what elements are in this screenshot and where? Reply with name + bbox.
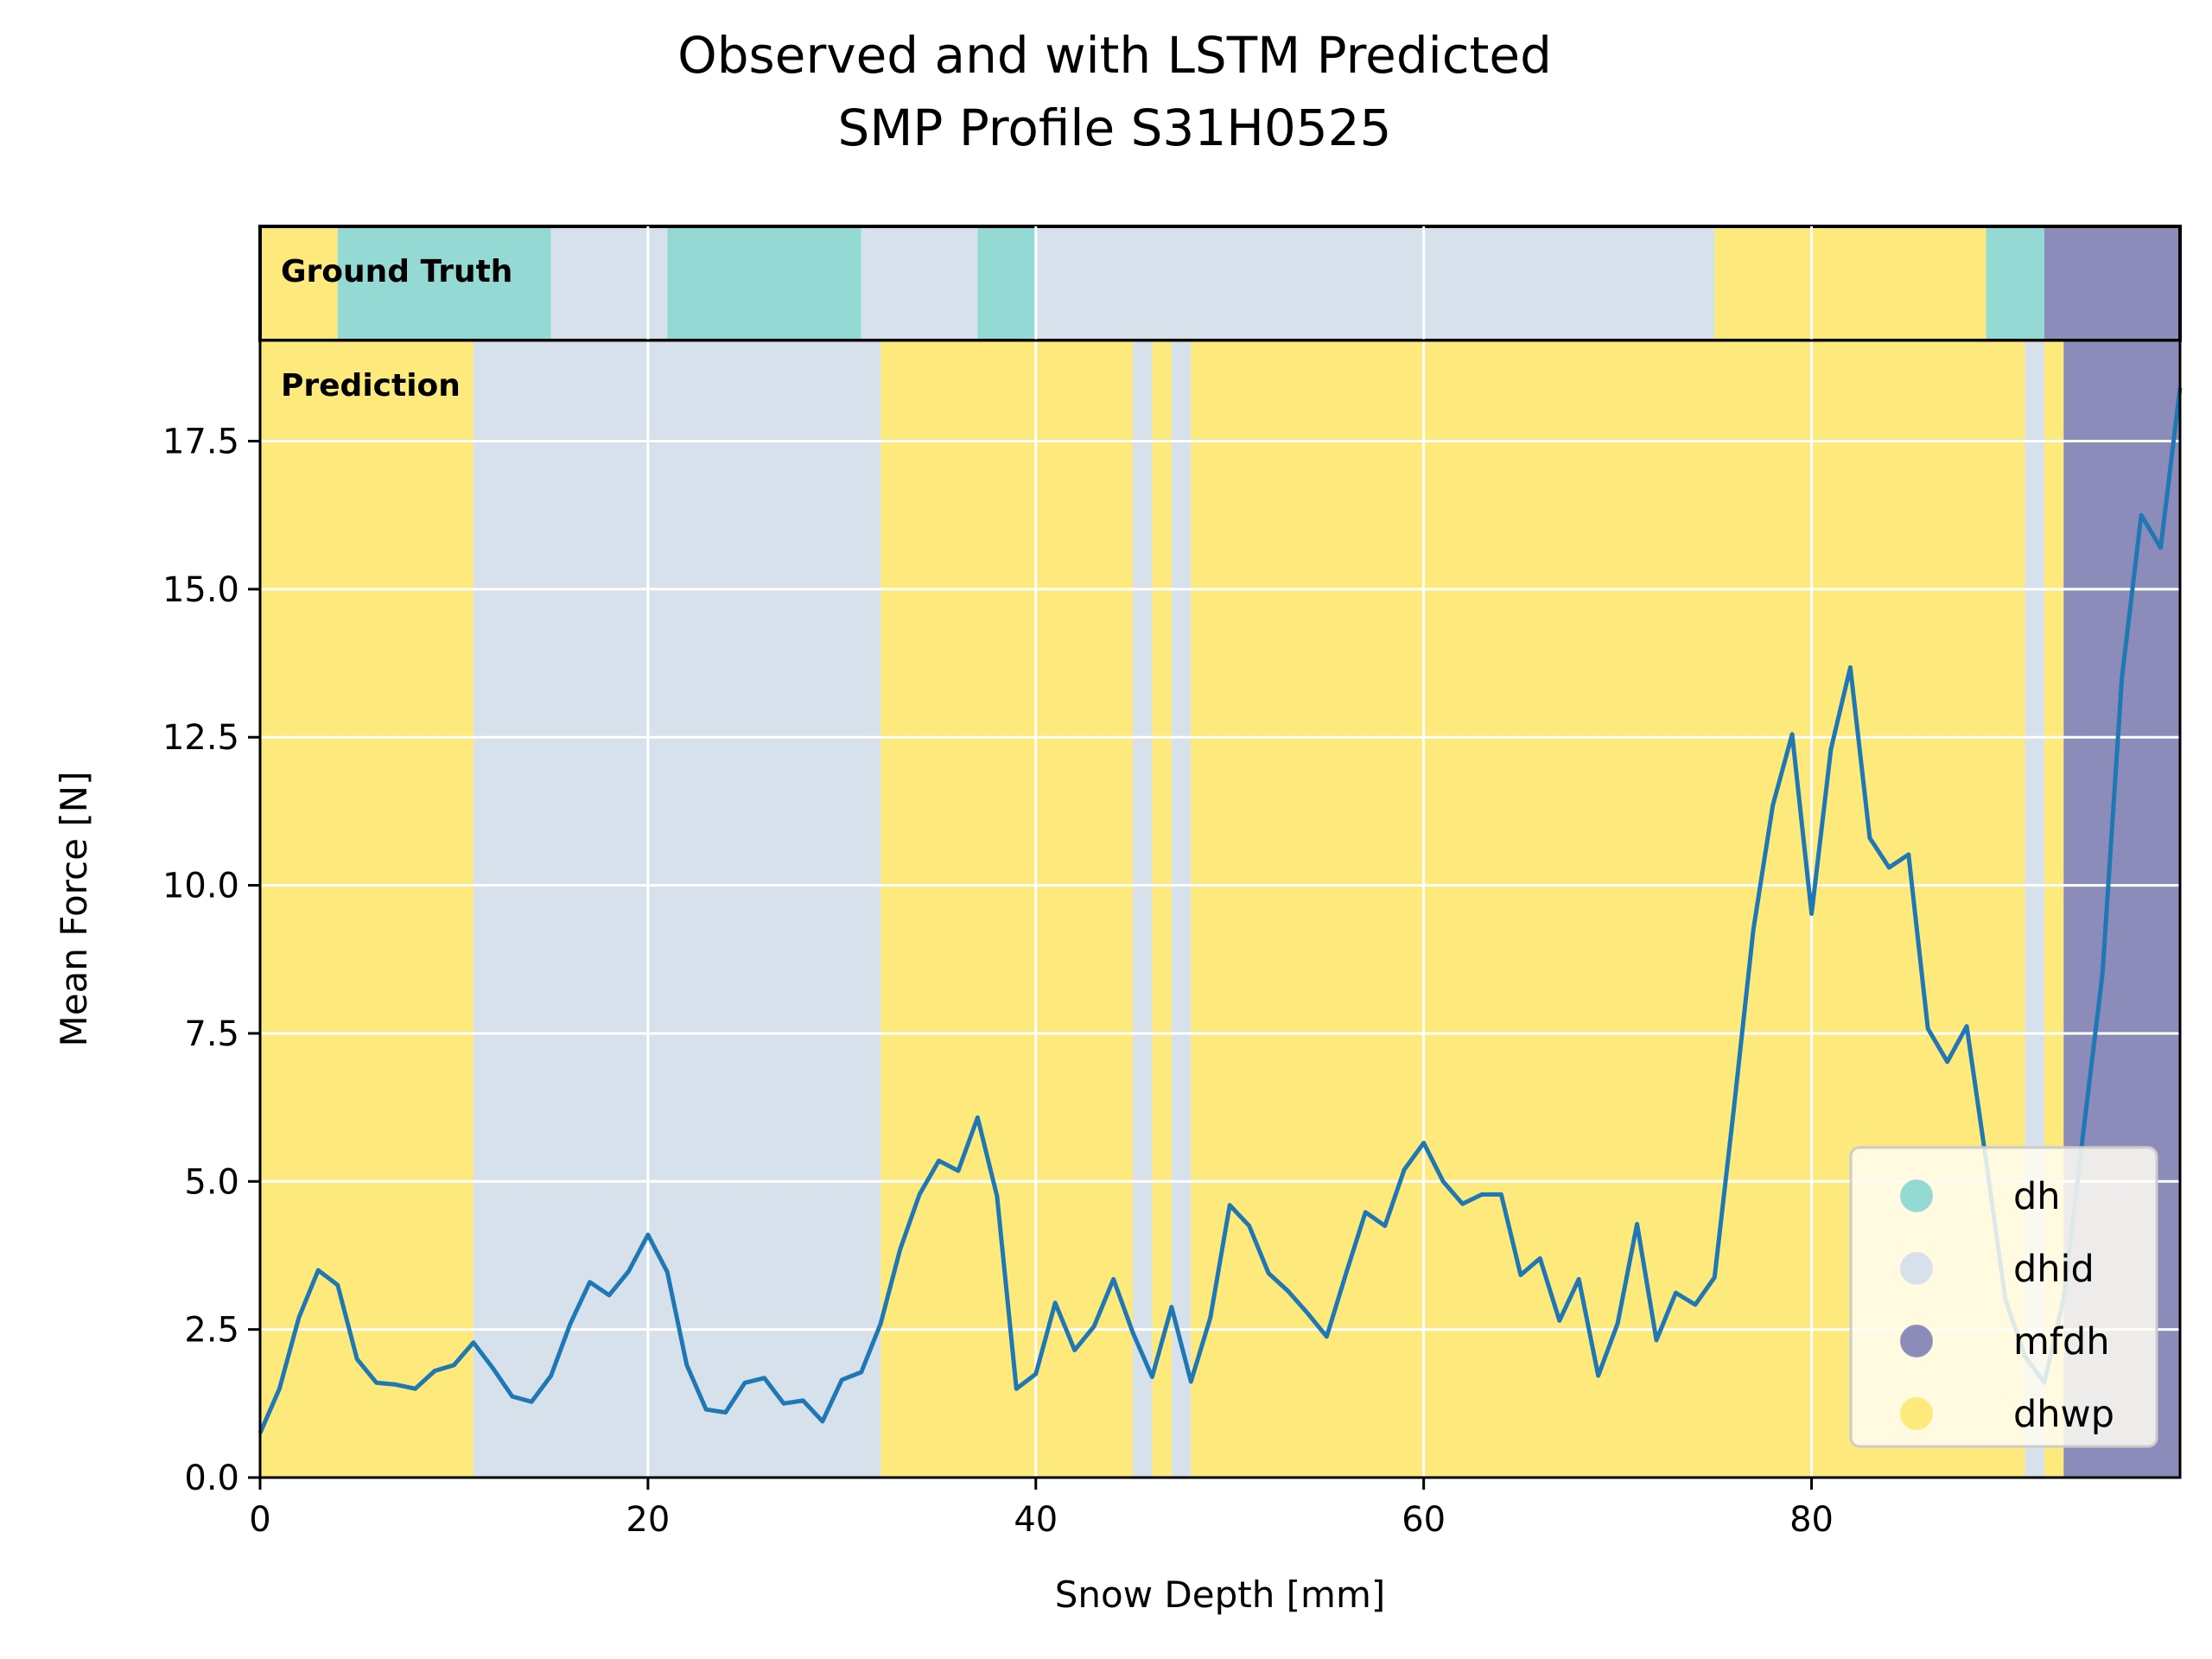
legend-label-dh: dh [2013, 1175, 2061, 1218]
chart-subtitle: SMP Profile S31H0525 [838, 99, 1392, 157]
ground-truth-segment-dhid [1035, 226, 1715, 340]
x-tick-label: 60 [1402, 1500, 1446, 1540]
legend-marker-dhwp [1900, 1397, 1933, 1430]
y-tick-label: 17.5 [162, 423, 239, 462]
y-axis-label: Mean Force [N] [53, 772, 95, 1047]
x-axis-label: Snow Depth [mm] [1055, 1573, 1386, 1616]
x-tick-label: 80 [1789, 1500, 1834, 1540]
y-tick-label: 10.0 [162, 867, 239, 906]
ground-truth-segment-dhid [861, 226, 978, 340]
legend-marker-dh [1900, 1179, 1933, 1212]
y-tick-label: 0.0 [184, 1459, 239, 1498]
y-tick-label: 5.0 [184, 1162, 239, 1202]
ground-truth-segment-dh [337, 226, 551, 340]
y-axis-ticks: 0.0 2.5 5.0 7.5 10.0 12.5 15.0 17.5 [162, 423, 260, 1498]
y-tick-label: 2.5 [184, 1311, 239, 1351]
x-tick-label: 0 [249, 1500, 270, 1540]
ground-truth-segment-dh [667, 226, 861, 340]
ground-truth-segment-dhwp [1714, 226, 1986, 340]
ground-truth-segment-dhwp [260, 226, 338, 340]
chart-title: Observed and with LSTM Predicted [677, 26, 1552, 85]
legend-label-dhid: dhid [2013, 1248, 2094, 1291]
x-tick-label: 20 [626, 1500, 670, 1540]
y-tick-label: 15.0 [162, 570, 239, 610]
series-line [257, 387, 2183, 1434]
prediction-segment-dhwp [1152, 340, 1172, 1478]
prediction-segment-dhid [473, 340, 881, 1478]
prediction-segment-dhwp [260, 340, 474, 1478]
x-tick-label: 40 [1014, 1500, 1058, 1540]
legend-box [1849, 1146, 2158, 1448]
legend-label-mfdh: mfdh [2013, 1320, 2110, 1363]
x-axis-ticks: 0 20 40 60 80 [249, 1478, 1834, 1540]
ground-truth-segment-mfdh [2044, 226, 2180, 340]
legend-marker-mfdh [1900, 1325, 1933, 1357]
prediction-segment-dhid [1171, 340, 1192, 1478]
prediction-frame [258, 339, 2182, 1479]
ground-truth-label: Ground Truth [281, 254, 512, 289]
prediction-segment-dhid [1133, 340, 1153, 1478]
prediction-label: Prediction [281, 368, 461, 404]
legend-label-dhwp: dhwp [2013, 1393, 2114, 1436]
legend-marker-dhid [1900, 1252, 1933, 1285]
y-tick-label: 12.5 [162, 718, 239, 758]
ground-truth-segment-dhid [550, 226, 668, 340]
prediction-bands [260, 340, 2180, 1478]
y-tick-label: 7.5 [184, 1014, 239, 1054]
ground-truth-segment-dh [977, 226, 1036, 340]
legend: dh dhid mfdh dhwp [1849, 1146, 2158, 1448]
ground-truth-segment-dh [1986, 226, 2044, 340]
ground-truth-strip [260, 226, 2180, 340]
